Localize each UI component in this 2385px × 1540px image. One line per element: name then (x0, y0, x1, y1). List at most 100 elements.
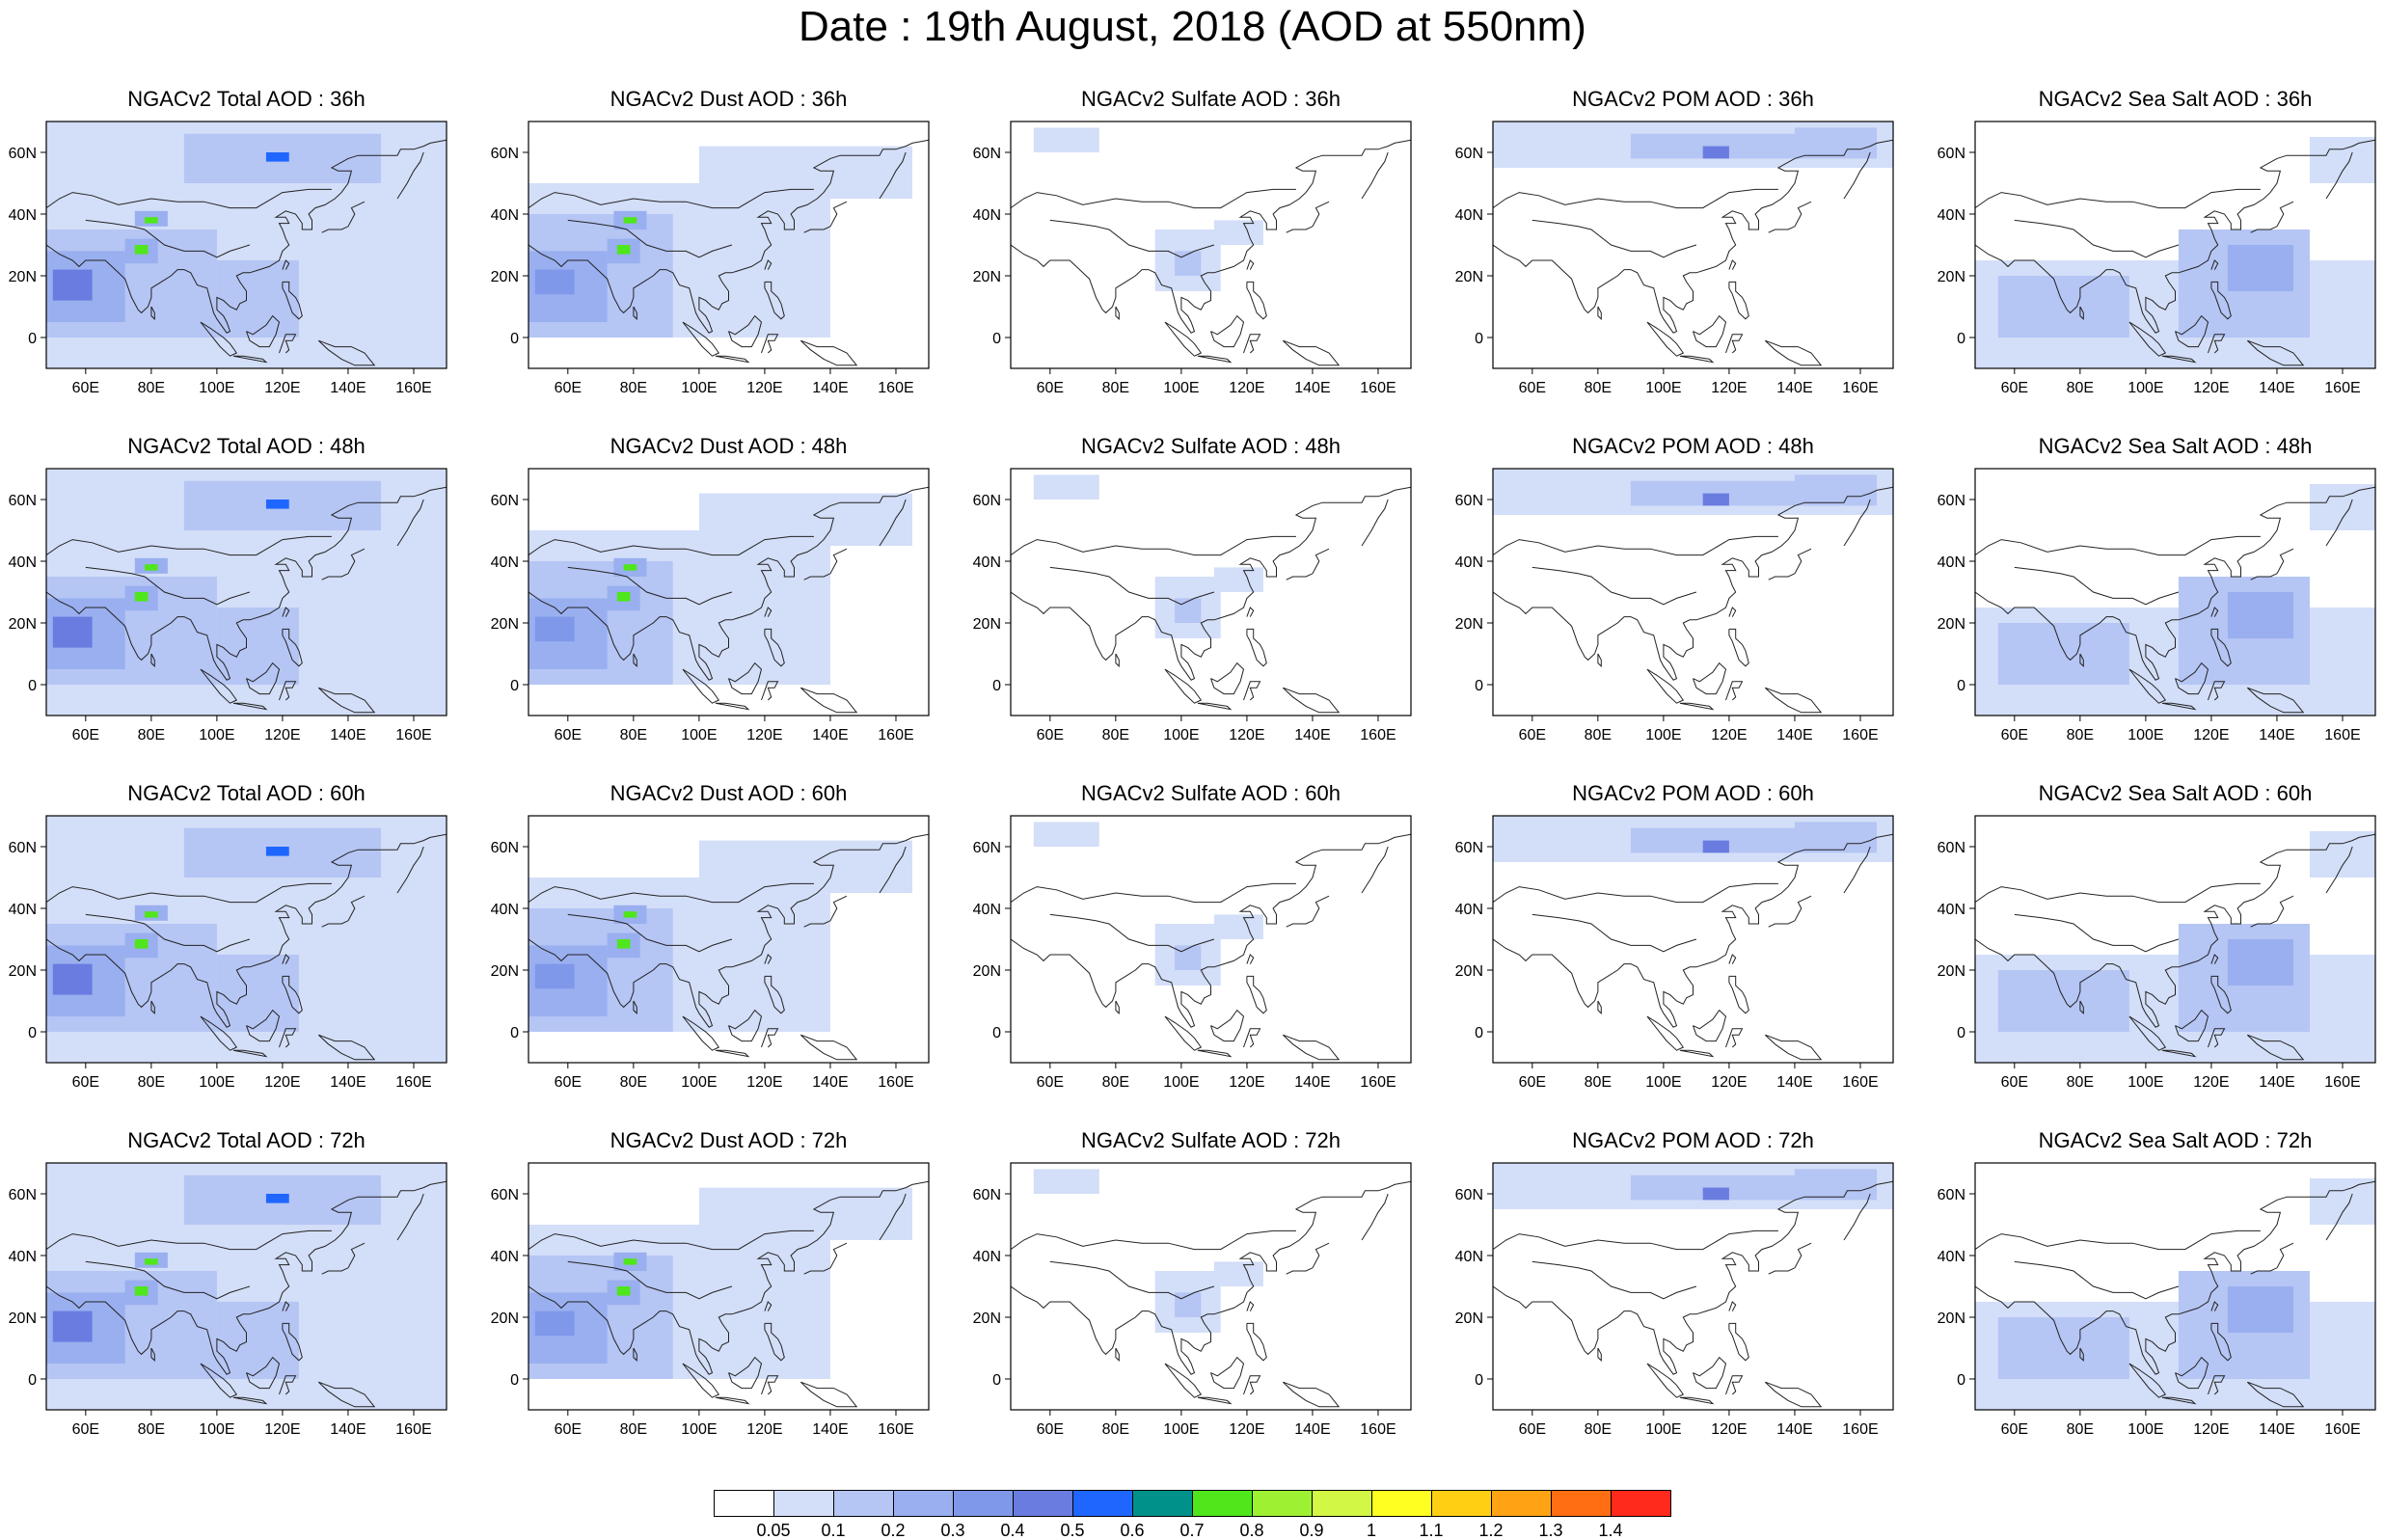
aod-map: 60E 80E 100E 120E 140E 160E 60N 40N 20N 0 (1455, 121, 1894, 396)
coastline (764, 1301, 772, 1311)
aod-region (145, 911, 158, 918)
lon-tick-label: 140E (1294, 1421, 1330, 1438)
lon-tick-label: 80E (620, 1074, 647, 1091)
coastline (2128, 1363, 2167, 1398)
colorbar-swatch (1431, 1490, 1492, 1517)
aod-region (216, 260, 299, 338)
lon-tick-label: 80E (2067, 1421, 2094, 1438)
lat-tick-label: 0 (28, 1372, 37, 1389)
coastline (682, 1363, 720, 1398)
coastline (2210, 628, 2232, 667)
aod-map: 60E 80E 100E 120E 140E 160E 60N 40N 20N 0 (973, 468, 1412, 743)
coastline (1115, 1347, 1120, 1362)
coastline (764, 281, 785, 320)
coastline (1246, 975, 1267, 1014)
coastline (321, 895, 366, 928)
coastline (1011, 1229, 1296, 1251)
coastline (150, 306, 155, 320)
colorbar-label: 0.7 (1179, 1521, 1205, 1540)
coastline (803, 201, 848, 233)
colorbar-swatch (714, 1490, 774, 1517)
coastline (85, 913, 251, 953)
coastline (764, 259, 772, 270)
colorbar-label: 0.05 (756, 1521, 791, 1540)
lon-tick-label: 60E (555, 380, 582, 396)
lon-tick-label: 100E (1163, 380, 1199, 396)
colorbar-label: 0.4 (1000, 1521, 1025, 1540)
lat-tick-label: 60N (491, 146, 519, 162)
coastline (761, 1028, 779, 1048)
map-frame (528, 815, 930, 1064)
aod-region (1033, 822, 1099, 847)
lat-tick-label: 20N (973, 1310, 1001, 1327)
coastline (1361, 1193, 1389, 1241)
aod-map: 60E 80E 100E 120E 140E 160E 60N 40N 20N 0 (491, 815, 930, 1091)
coastline (2014, 1260, 2180, 1300)
coastline (279, 1375, 297, 1395)
coastline (764, 628, 785, 667)
coastline (1361, 151, 1389, 200)
coastline (1210, 1009, 1245, 1042)
aod-field (1493, 1163, 1893, 1408)
coastline (396, 499, 424, 547)
coastline (1493, 535, 1778, 556)
lon-tick-label: 160E (1842, 727, 1878, 743)
lat-tick-label: 20N (1938, 269, 1965, 285)
aod-region (1997, 276, 2129, 338)
coastline (2208, 334, 2226, 354)
coastline (1049, 913, 1215, 953)
lon-tick-label: 100E (199, 1074, 234, 1091)
coastline (1975, 1229, 2261, 1251)
lat-tick-label: 40N (9, 554, 37, 571)
lat-tick-label: 40N (973, 902, 1001, 918)
lon-tick-label: 60E (1519, 380, 1546, 396)
coastline (2079, 306, 2084, 320)
coastline (764, 607, 772, 617)
panel-title: NGACv2 Total AOD : 60h (127, 781, 366, 805)
map-frame (1974, 468, 2376, 716)
panel-title: NGACv2 Sulfate AOD : 72h (1080, 1128, 1342, 1152)
coastline (1728, 954, 1737, 964)
map-frame (1974, 121, 2376, 369)
coastline (246, 1009, 281, 1042)
aod-field (528, 833, 929, 1061)
map-panel: NGACv2 Sea Salt AOD : 48h 60E 80E 100E 120E 1… (1938, 434, 2385, 762)
lat-tick-label: 20N (1455, 269, 1483, 285)
lon-tick-label: 80E (138, 727, 165, 743)
colorbar-label: 1.4 (1598, 1521, 1623, 1540)
aod-field (528, 139, 929, 366)
lon-tick-label: 140E (1776, 727, 1812, 743)
aod-region (134, 592, 149, 602)
coastline (1531, 1260, 1697, 1300)
lat-tick-label: 40N (491, 554, 519, 571)
map-frame (45, 815, 447, 1064)
colorbar-swatch (1551, 1490, 1612, 1517)
lat-tick-label: 20N (9, 963, 37, 980)
map-panel: NGACv2 Dust AOD : 48h 60E 80E 100E 120E 140E 1… (491, 434, 962, 762)
coastline (1764, 1381, 1823, 1408)
lon-tick-label: 60E (555, 1074, 582, 1091)
coastline (879, 151, 907, 200)
lon-tick-label: 100E (1645, 727, 1681, 743)
lon-tick-label: 60E (1519, 1074, 1546, 1091)
aod-region (616, 245, 631, 255)
coastline (46, 139, 447, 334)
aod-region (616, 592, 631, 602)
aod-map: 60E 80E 100E 120E 140E 160E 60N 40N 20N 0 (9, 468, 447, 743)
coastline (1049, 566, 1215, 606)
lon-tick-label: 100E (681, 1421, 717, 1438)
coastline (761, 681, 779, 701)
lat-tick-label: 40N (1455, 902, 1483, 918)
coastline (1243, 334, 1261, 354)
coastline (1728, 259, 1737, 270)
lat-tick-label: 60N (9, 146, 37, 162)
lon-tick-label: 140E (2259, 727, 2294, 743)
coastline (2014, 566, 2180, 606)
coastline (1764, 339, 1823, 366)
aod-region (2309, 137, 2375, 183)
aod-field (1975, 831, 2375, 1063)
coastline (528, 1229, 814, 1251)
map-panel: NGACv2 POM AOD : 36h 60E 80E 100E 120E 140E 16… (1455, 87, 1927, 415)
coastline (2161, 702, 2197, 711)
map-frame (1010, 468, 1412, 716)
